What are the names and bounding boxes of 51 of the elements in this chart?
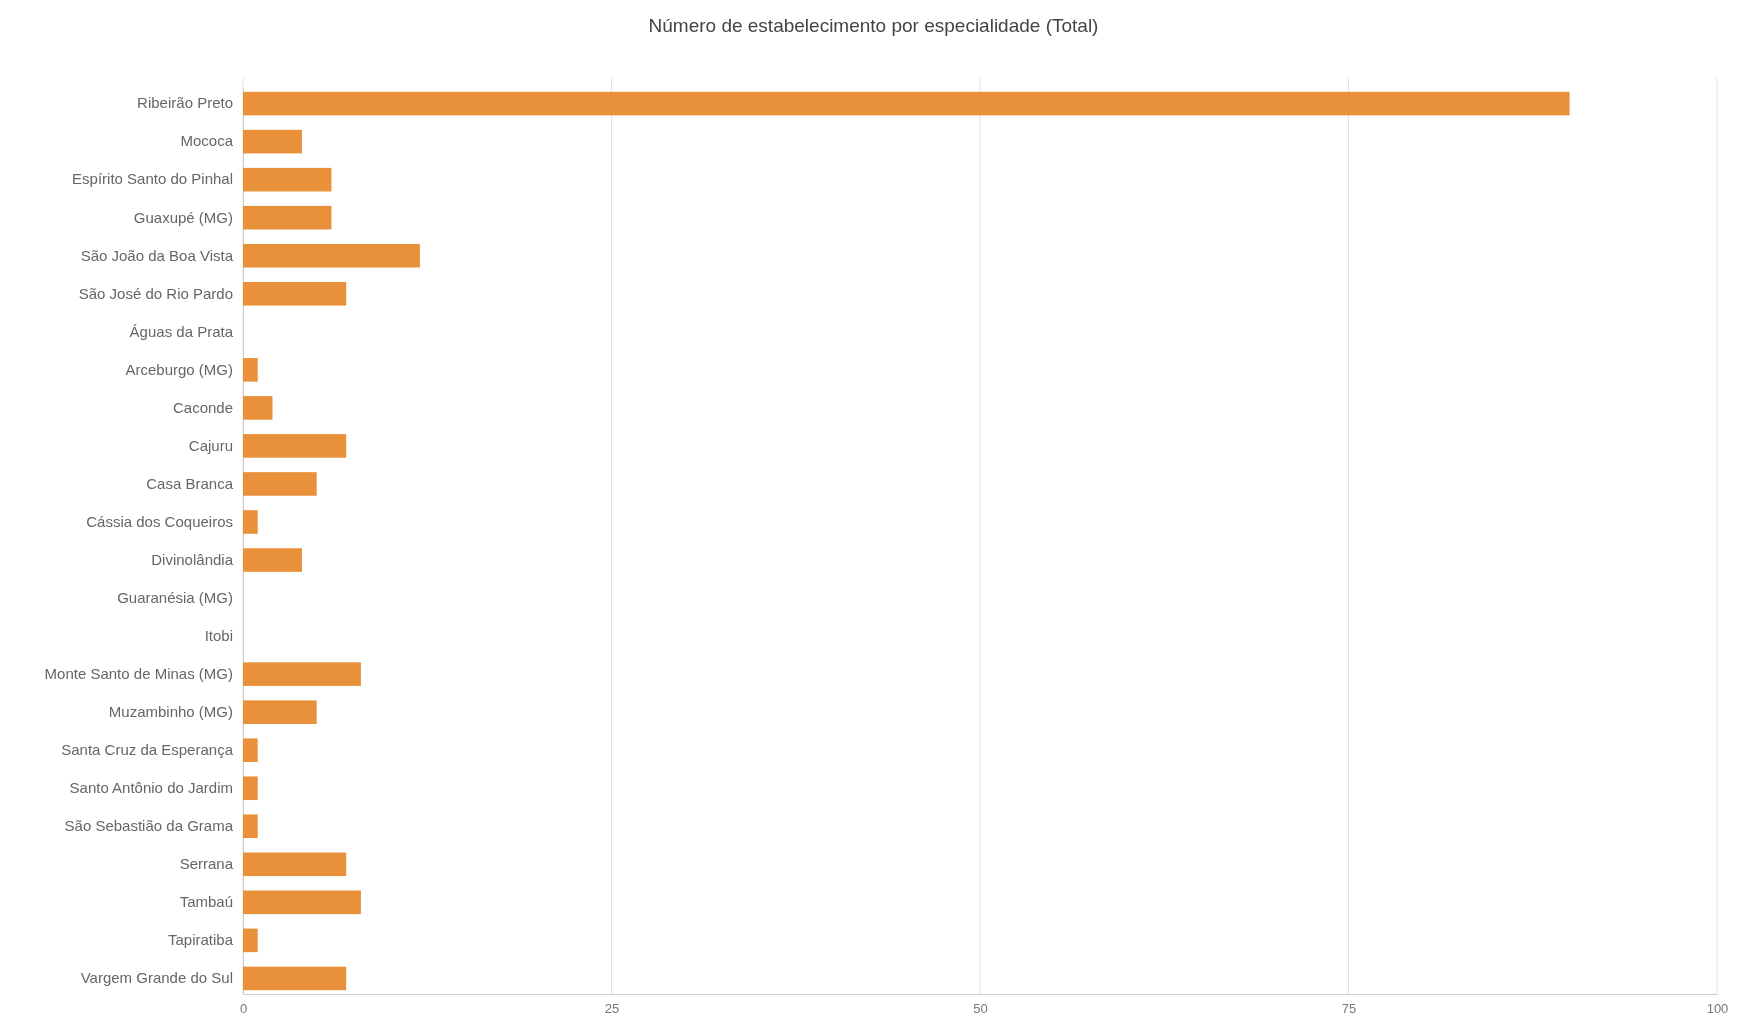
bar	[243, 510, 258, 534]
y-tick-label: Espírito Santo do Pinhal	[72, 170, 233, 188]
bar	[243, 358, 258, 382]
bar	[243, 662, 361, 686]
y-tick-label: Tapiratiba	[167, 931, 234, 949]
y-tick-label: Serrana	[179, 855, 234, 873]
bar	[243, 396, 273, 420]
bar	[243, 91, 1570, 116]
x-tick-label: 25	[604, 1001, 620, 1017]
bar	[243, 434, 347, 458]
bar	[243, 966, 347, 991]
x-tick-label: 100	[1706, 1001, 1729, 1017]
y-tick-label: Arceburgo (MG)	[125, 360, 233, 378]
y-tick-label: Santo Antônio do Jardim	[69, 779, 233, 797]
bar	[243, 776, 258, 801]
bar	[243, 129, 302, 154]
y-tick-label: Mococa	[180, 132, 234, 150]
y-tick-label: Divinolândia	[151, 550, 234, 568]
y-tick-label: Cajuru	[188, 436, 233, 454]
y-tick-label: Ribeirão Preto	[137, 94, 233, 112]
y-tick-label: Muzambinho (MG)	[108, 702, 233, 720]
y-tick-label: São João da Boa Vista	[80, 246, 234, 264]
bar	[243, 700, 317, 724]
bar	[243, 738, 258, 762]
bar	[243, 852, 347, 877]
bar	[243, 243, 420, 268]
bar	[243, 167, 332, 192]
y-tick-label: Águas da Prata	[129, 322, 234, 340]
bar	[243, 281, 347, 306]
y-tick-label: Guaxupé (MG)	[133, 208, 233, 226]
y-tick-label: Santa Cruz da Esperança	[61, 740, 234, 758]
x-tick-label: 50	[973, 1001, 988, 1017]
y-tick-label: Monte Santo de Minas (MG)	[44, 664, 233, 682]
bar	[243, 472, 317, 496]
y-tick-label: Tambaú	[179, 893, 233, 911]
y-tick-label: Caconde	[172, 398, 233, 416]
y-tick-label: Cássia dos Coqueiros	[86, 512, 233, 530]
bar	[243, 928, 258, 953]
x-tick-label: 75	[1341, 1001, 1357, 1017]
bar	[243, 548, 302, 572]
y-tick-label: Guaranésia (MG)	[117, 588, 233, 606]
y-tick-label: São Sebastião da Grama	[64, 817, 234, 835]
x-tick-label: 0	[239, 1001, 248, 1017]
bar	[243, 205, 332, 230]
chart-title: Número de estabelecimento por especialidade (Total)	[648, 15, 1099, 36]
bar	[243, 890, 361, 915]
y-tick-label: Casa Branca	[146, 474, 234, 492]
bar	[243, 814, 258, 839]
y-tick-label: São José do Rio Pardo	[78, 284, 233, 302]
y-tick-label: Itobi	[204, 626, 233, 644]
y-tick-label: Vargem Grande do Sul	[80, 969, 233, 987]
